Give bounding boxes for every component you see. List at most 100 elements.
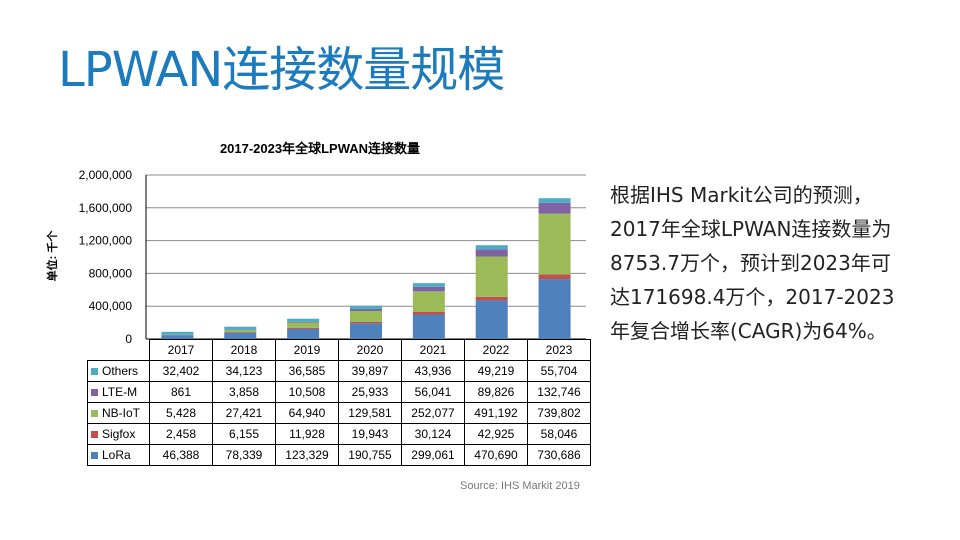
data-label: 30,124 <box>401 423 465 445</box>
data-label: 861 <box>149 381 213 403</box>
data-label: 252,077 <box>401 402 465 424</box>
data-label: 730,686 <box>527 444 591 466</box>
bar-others-2022 <box>475 245 508 250</box>
chart-data-table: 2017 2018 2019 2020 2021 2022 2023 Others 32,402… <box>87 339 591 466</box>
data-label: 49,219 <box>464 360 528 382</box>
data-label: 42,925 <box>464 423 528 445</box>
bar-nb-iot-2023 <box>538 213 571 275</box>
bar-lte-m-2021 <box>412 286 445 292</box>
table-corner <box>87 339 150 361</box>
bar-sigfox-2018 <box>224 332 257 333</box>
y-tick-label: 800,000 <box>89 266 133 280</box>
legend-label: LTE-M <box>102 385 138 399</box>
bar-lora-2019 <box>287 328 320 339</box>
bar-nb-iot-2018 <box>224 329 257 333</box>
bar-others-2020 <box>350 305 382 309</box>
bar-others-2017 <box>161 331 194 335</box>
x-tick-label: 2018 <box>212 339 276 361</box>
legend-key <box>91 410 98 418</box>
data-label: 2,458 <box>149 423 213 445</box>
x-tick-label: 2021 <box>401 339 465 361</box>
bar-lte-m-2020 <box>350 308 382 312</box>
bar-nb-iot-2021 <box>412 291 445 313</box>
bar-lora-2022 <box>475 300 508 339</box>
slide-title: LPWAN连接数量规模 <box>58 42 505 98</box>
legend-key <box>91 452 98 460</box>
data-label: 129,581 <box>338 402 402 424</box>
bar-nb-iot-2020 <box>350 311 382 322</box>
source-note: Source: IHS Markit 2019 <box>460 480 580 492</box>
bar-others-2018 <box>224 326 257 330</box>
bar-others-2021 <box>412 283 445 287</box>
bar-nb-iot-2019 <box>287 322 320 328</box>
y-tick-label: 1,600,000 <box>79 201 133 215</box>
bar-lora-2021 <box>412 314 445 339</box>
x-tick-label: 2020 <box>338 339 402 361</box>
data-label: 39,897 <box>338 360 402 382</box>
legend-key <box>91 368 98 376</box>
data-label: 64,940 <box>275 402 339 424</box>
bar-lora-2020 <box>350 323 382 339</box>
data-label: 491,192 <box>464 402 528 424</box>
legend-entry-nb-iot: NB-IoT <box>87 402 150 424</box>
table-row: NB-IoT 5,428 27,421 64,940 129,581 252,077 491… <box>87 402 591 424</box>
data-label: 11,928 <box>275 423 339 445</box>
data-label: 3,858 <box>212 381 276 403</box>
legend-key <box>91 389 98 397</box>
bar-lte-m-2019 <box>287 321 320 323</box>
data-label: 56,041 <box>401 381 465 403</box>
bar-sigfox-2020 <box>350 321 382 324</box>
bar-lora-2023 <box>538 279 571 339</box>
legend-entry-sigfox: Sigfox <box>87 423 150 445</box>
bar-sigfox-2022 <box>475 296 508 301</box>
x-tick-label: 2023 <box>527 339 591 361</box>
y-tick-label: 2,000,000 <box>79 168 133 182</box>
legend-entry-lora: LoRa <box>87 444 150 466</box>
data-label: 55,704 <box>527 360 591 382</box>
data-label: 299,061 <box>401 444 465 466</box>
data-label: 89,826 <box>464 381 528 403</box>
y-tick-label: 1,200,000 <box>79 234 133 248</box>
legend-label: Sigfox <box>102 427 136 441</box>
bar-lte-m-2023 <box>538 202 571 214</box>
bar-lora-2018 <box>224 332 257 339</box>
data-label: 6,155 <box>212 423 276 445</box>
y-tick-label: 400,000 <box>89 299 133 313</box>
data-label: 123,329 <box>275 444 339 466</box>
data-label: 739,802 <box>527 402 591 424</box>
data-label: 190,755 <box>338 444 402 466</box>
x-tick-label: 2019 <box>275 339 339 361</box>
data-label: 43,936 <box>401 360 465 382</box>
data-label: 78,339 <box>212 444 276 466</box>
legend-entry-others: Others <box>87 360 150 382</box>
y-tick-label: 0 <box>125 332 132 346</box>
data-label: 132,746 <box>527 381 591 403</box>
data-label: 10,508 <box>275 381 339 403</box>
data-label: 27,421 <box>212 402 276 424</box>
legend-label: Others <box>102 364 139 378</box>
legend-label: LoRa <box>102 448 131 462</box>
legend-label: NB-IoT <box>102 406 141 420</box>
table-header-row: 2017 2018 2019 2020 2021 2022 2023 <box>87 339 591 361</box>
x-tick-label: 2022 <box>464 339 528 361</box>
data-label: 470,690 <box>464 444 528 466</box>
data-label: 5,428 <box>149 402 213 424</box>
bar-sigfox-2023 <box>538 274 571 280</box>
data-label: 19,943 <box>338 423 402 445</box>
table-row: LTE-M 861 3,858 10,508 25,933 56,041 89,826 132… <box>87 381 591 403</box>
table-row: Sigfox 2,458 6,155 11,928 19,943 30,124 42,925… <box>87 423 591 445</box>
data-label: 34,123 <box>212 360 276 382</box>
data-label: 36,585 <box>275 360 339 382</box>
legend-key <box>91 431 98 439</box>
bar-others-2023 <box>538 198 571 203</box>
legend-entry-lte-m: LTE-M <box>87 381 150 403</box>
data-label: 58,046 <box>527 423 591 445</box>
table-row: Others 32,402 34,123 36,585 39,897 43,936 49,2… <box>87 360 591 382</box>
data-label: 25,933 <box>338 381 402 403</box>
data-label: 32,402 <box>149 360 213 382</box>
table-row: LoRa 46,388 78,339 123,329 190,755 299,061 470… <box>87 444 591 466</box>
bar-lora-2017 <box>161 335 194 339</box>
bar-sigfox-2021 <box>412 312 445 315</box>
description-text: 根据IHS Markit公司的预测，2017年全球LPWAN连接数量为8753.… <box>610 183 895 343</box>
